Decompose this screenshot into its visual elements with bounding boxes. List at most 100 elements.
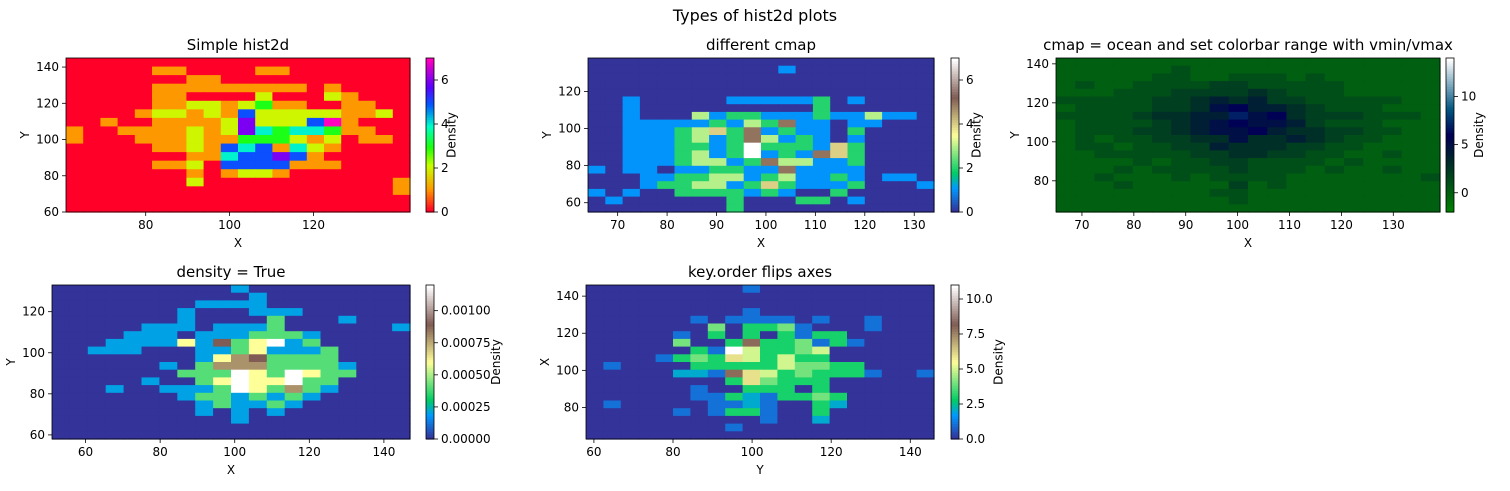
heatmap-cell (392, 415, 411, 425)
heatmap-cell (392, 423, 411, 432)
heatmap-cell (220, 100, 239, 110)
heatmap-cell (777, 331, 796, 340)
heatmap-cell (709, 150, 727, 159)
heatmap-cell (52, 392, 71, 402)
heatmap-cell (213, 346, 232, 355)
heatmap-cell (159, 423, 178, 432)
heatmap-cell (341, 186, 359, 196)
heatmap-cell (864, 65, 883, 74)
heatmap-cell (320, 362, 339, 371)
heatmap-cell (605, 165, 624, 175)
heatmap-cell (338, 362, 357, 371)
heatmap-cell (1305, 73, 1326, 82)
heatmap-cell (186, 160, 205, 170)
heatmap-cell (248, 292, 268, 301)
heatmap-cell (1152, 96, 1172, 105)
heatmap-cell (603, 285, 622, 294)
heatmap-cell (306, 92, 325, 102)
heatmap-cell (795, 88, 814, 98)
colorbar-segment (426, 356, 434, 361)
heatmap-cell (812, 119, 831, 128)
heatmap-cell (141, 369, 160, 378)
colorbar-segment (951, 285, 959, 289)
heatmap-cell (794, 323, 813, 332)
heatmap-cell (306, 58, 325, 68)
heatmap-cell (1248, 142, 1268, 151)
x-tick-label: 120 (1330, 218, 1353, 232)
heatmap-cell (777, 415, 796, 425)
heatmap-cell (1305, 127, 1326, 136)
heatmap-cell (320, 392, 339, 402)
heatmap-cell (134, 143, 153, 153)
heatmap-cell (691, 127, 710, 136)
heatmap-cell (1209, 173, 1230, 182)
heatmap-cell (743, 135, 762, 144)
heatmap-cells (1056, 58, 1441, 213)
heatmap-cell (117, 177, 136, 187)
heatmap-cell (691, 96, 710, 105)
heatmap-cell (1248, 127, 1268, 136)
heatmap-cell (864, 196, 883, 205)
axes-frame (587, 57, 935, 213)
heatmap-cell (266, 300, 286, 309)
x-tick-label: 60 (78, 445, 93, 459)
colorbar-segment (426, 129, 434, 134)
heatmap-cell (123, 415, 143, 425)
heatmap-cell (881, 369, 900, 378)
heatmap-cell (829, 423, 848, 432)
heatmap-cell (812, 377, 831, 386)
heatmap-cell (1056, 204, 1076, 213)
heatmap-cell (657, 158, 676, 167)
heatmap-cell (1075, 158, 1095, 167)
heatmap-cell (186, 186, 205, 196)
heatmap-cell (100, 83, 119, 93)
heatmap-cell (231, 354, 250, 363)
heatmap-cell (220, 92, 239, 102)
heatmap-cell (812, 135, 831, 144)
heatmap-cell (812, 181, 831, 190)
heatmap-cell (899, 181, 918, 190)
heatmap-cell (213, 331, 232, 340)
heatmap-cell (864, 181, 883, 190)
colorbar-segment (951, 362, 959, 366)
heatmap-cell (1075, 165, 1095, 175)
heatmap-cell (690, 300, 709, 309)
heatmap-cell (847, 354, 865, 363)
heatmap-cell (141, 323, 160, 332)
heatmap-cell (248, 400, 268, 409)
heatmap-cell (760, 308, 778, 317)
y-tick-label: 120 (556, 326, 579, 340)
heatmap-cell (272, 83, 291, 93)
heatmap-cell (1382, 181, 1403, 190)
heatmap-cell (1171, 165, 1191, 175)
heatmap-cell (52, 354, 71, 363)
heatmap-cell (638, 315, 657, 325)
heatmap-cell (1305, 58, 1326, 67)
heatmap-cell (255, 169, 273, 179)
heatmap-cell (674, 142, 693, 151)
heatmap-cells (588, 58, 935, 213)
heatmap-cell (916, 354, 935, 363)
heatmap-cell (302, 385, 322, 394)
heatmap-cell (117, 160, 136, 170)
heatmap-cell (916, 408, 935, 417)
heatmap-cell (620, 392, 639, 402)
heatmap-cell (169, 160, 187, 170)
heatmap-cell (1113, 188, 1134, 198)
x-axis-label: X (227, 463, 235, 477)
heatmap-cell (864, 392, 883, 402)
heatmap-cell (1248, 81, 1268, 90)
heatmap-cell (1152, 142, 1172, 151)
heatmap-cell (743, 65, 762, 74)
heatmap-cell (177, 423, 196, 432)
heatmap-cell (1344, 73, 1364, 82)
heatmap-cell (674, 73, 693, 82)
heatmap-cell (778, 81, 797, 90)
heatmap-cell (203, 143, 222, 153)
heatmap-cell (726, 104, 745, 113)
heatmap-cell (169, 152, 187, 162)
heatmap-cell (742, 392, 761, 402)
heatmap-cell (375, 135, 394, 145)
heatmap-cell (620, 300, 639, 309)
